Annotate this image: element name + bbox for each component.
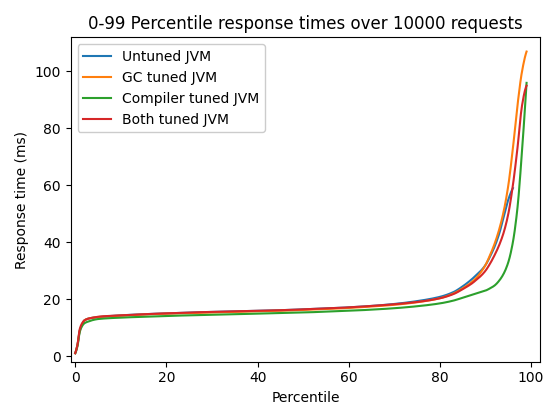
Compiler tuned JVM (334, 309, 340, 314)
Both tuned JVM (72, 351, 78, 356)
Both tuned JVM (360, 304, 366, 309)
Compiler tuned JVM (414, 304, 421, 309)
Untuned JVM (351, 304, 357, 310)
Both tuned JVM (460, 286, 467, 291)
Both tuned JVM (523, 83, 530, 88)
Compiler tuned JVM (346, 308, 353, 313)
Line: Compiler tuned JVM: Compiler tuned JVM (75, 83, 526, 353)
Legend: Untuned JVM, GC tuned JVM, Compiler tuned JVM, Both tuned JVM: Untuned JVM, GC tuned JVM, Compiler tune… (78, 44, 265, 132)
Both tuned JVM (346, 305, 353, 310)
GC tuned JVM (346, 305, 353, 310)
GC tuned JVM (334, 306, 340, 311)
Untuned JVM (99, 314, 105, 319)
GC tuned JVM (460, 285, 467, 290)
X-axis label: Percentile: Percentile (271, 391, 340, 405)
Line: Untuned JVM: Untuned JVM (75, 188, 513, 353)
Both tuned JVM (414, 299, 421, 304)
Line: GC tuned JVM: GC tuned JVM (75, 52, 526, 353)
Compiler tuned JVM (360, 307, 366, 312)
Y-axis label: Response time (ms): Response time (ms) (15, 131, 29, 268)
Untuned JVM (72, 351, 78, 356)
GC tuned JVM (360, 304, 366, 310)
Both tuned JVM (100, 314, 106, 319)
Untuned JVM (404, 300, 410, 305)
Line: Both tuned JVM: Both tuned JVM (75, 86, 526, 353)
Both tuned JVM (334, 305, 340, 310)
GC tuned JVM (72, 351, 78, 356)
GC tuned JVM (100, 314, 106, 319)
Untuned JVM (326, 306, 333, 311)
Untuned JVM (510, 186, 516, 191)
Untuned JVM (338, 305, 344, 310)
Title: 0-99 Percentile response times over 10000 requests: 0-99 Percentile response times over 1000… (88, 15, 523, 33)
Compiler tuned JVM (523, 80, 530, 85)
Compiler tuned JVM (72, 351, 78, 356)
Compiler tuned JVM (100, 316, 106, 321)
GC tuned JVM (523, 49, 530, 54)
Untuned JVM (449, 290, 455, 295)
GC tuned JVM (414, 300, 421, 305)
Compiler tuned JVM (460, 295, 467, 300)
